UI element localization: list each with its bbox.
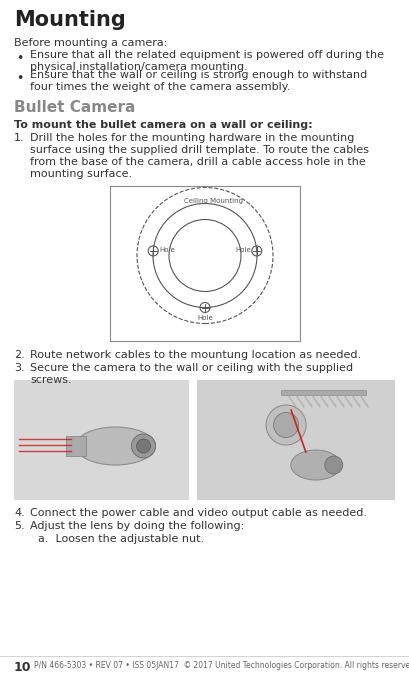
Text: Route network cables to the mountung location as needed.: Route network cables to the mountung loc… [30,350,361,360]
Text: 5.: 5. [14,521,25,531]
Ellipse shape [76,427,155,465]
Text: •: • [16,72,23,85]
Text: Connect the power cable and video output cable as needed.: Connect the power cable and video output… [30,508,367,518]
Ellipse shape [274,413,299,437]
Text: Ceiling Mounting: Ceiling Mounting [184,198,243,204]
Text: Before mounting a camera:: Before mounting a camera: [14,38,167,48]
Circle shape [325,456,343,474]
Text: Hole: Hole [197,314,213,320]
Text: 3.: 3. [14,363,25,373]
Text: Ensure that all the related equipment is powered off during the: Ensure that all the related equipment is… [30,50,384,60]
Circle shape [137,439,151,453]
Bar [281,390,366,395]
Text: screws.: screws. [30,375,72,385]
Bar [197,380,395,500]
Text: four times the weight of the camera assembly.: four times the weight of the camera asse… [30,82,290,92]
Text: Hole: Hole [159,247,175,253]
Text: Adjust the lens by doing the following:: Adjust the lens by doing the following: [30,521,244,531]
Text: from the base of the camera, drill a cable access hole in the: from the base of the camera, drill a cab… [30,157,366,167]
Bar [65,436,85,456]
Text: Secure the camera to the wall or ceiling with the supplied: Secure the camera to the wall or ceiling… [30,363,353,373]
Text: surface using the supplied drill template. To route the cables: surface using the supplied drill templat… [30,145,369,155]
Circle shape [132,434,155,458]
Text: 10: 10 [14,661,31,674]
Text: P/N 466-5303 • REV 07 • ISS 05JAN17  © 2017 United Technologies Corporation. All: P/N 466-5303 • REV 07 • ISS 05JAN17 © 20… [34,661,409,670]
Text: To mount the bullet camera on a wall or ceiling:: To mount the bullet camera on a wall or … [14,120,312,130]
Text: Ensure that the wall or ceiling is strong enough to withstand: Ensure that the wall or ceiling is stron… [30,70,367,80]
Bar [110,186,300,341]
Text: physical installation/camera mounting.: physical installation/camera mounting. [30,62,248,72]
Ellipse shape [266,405,306,445]
Text: Hole: Hole [235,247,251,253]
Text: 4.: 4. [14,508,25,518]
Text: Drill the holes for the mounting hardware in the mounting: Drill the holes for the mounting hardwar… [30,133,354,143]
Text: 2.: 2. [14,350,25,360]
Text: Bullet Camera: Bullet Camera [14,100,135,115]
Text: 1.: 1. [14,133,25,143]
Ellipse shape [291,450,341,480]
Text: •: • [16,52,23,65]
Bar [14,380,189,500]
Text: Mounting: Mounting [14,10,126,30]
Text: a.  Loosen the adjustable nut.: a. Loosen the adjustable nut. [38,534,204,544]
Text: mounting surface.: mounting surface. [30,169,132,179]
